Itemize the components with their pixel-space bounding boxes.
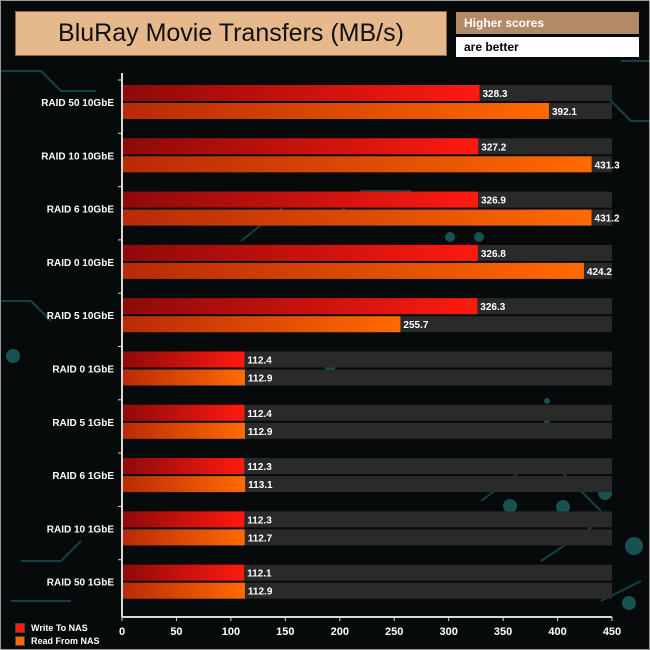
legend-swatch-write xyxy=(15,622,25,633)
x-tick-label: 0 xyxy=(119,626,125,638)
data-label-write: 326.9 xyxy=(481,196,506,207)
bar-write-to-nas xyxy=(122,138,479,155)
x-tick-label: 150 xyxy=(276,626,294,638)
bar-read-from-nas xyxy=(122,422,245,439)
data-label-read: 255.7 xyxy=(403,320,428,331)
category-label: RAID 50 1GbE xyxy=(47,578,115,589)
bar-read-from-nas xyxy=(122,262,584,279)
data-label-read: 112.9 xyxy=(248,587,273,598)
bar-read-from-nas xyxy=(122,529,245,546)
data-label-write: 328.3 xyxy=(482,89,507,100)
bar-write-to-nas xyxy=(122,511,245,528)
category-label: RAID 50 10GbE xyxy=(41,98,114,109)
bar-write-to-nas xyxy=(122,191,478,208)
bar-track xyxy=(122,511,612,528)
data-label-write: 112.3 xyxy=(247,462,272,473)
data-label-read: 113.1 xyxy=(248,480,273,491)
data-label-write: 326.8 xyxy=(481,249,506,260)
category-label: RAID 10 10GbE xyxy=(41,151,114,162)
data-label-write: 112.4 xyxy=(247,409,272,420)
bar-read-from-nas xyxy=(122,582,245,599)
bar-write-to-nas xyxy=(122,404,245,421)
bar-read-from-nas xyxy=(122,209,592,226)
x-tick-label: 50 xyxy=(170,626,182,638)
data-label-read: 392.1 xyxy=(552,107,577,118)
legend-item-write: Write To NAS xyxy=(15,621,100,634)
bar-write-to-nas xyxy=(122,564,245,581)
legend-label-write: Write To NAS xyxy=(31,622,88,633)
bar-read-from-nas xyxy=(122,476,246,493)
higher-scores-note: Higher scores xyxy=(456,12,639,34)
x-tick-label: 250 xyxy=(385,626,403,638)
category-label: RAID 5 10GbE xyxy=(47,311,115,322)
legend-label-read: Read From NAS xyxy=(31,635,100,646)
legend-swatch-read xyxy=(15,635,25,646)
data-label-write: 326.3 xyxy=(480,302,505,313)
x-tick-label: 100 xyxy=(222,626,240,638)
category-label: RAID 6 1GbE xyxy=(52,471,114,482)
data-label-write: 112.4 xyxy=(247,356,272,367)
bar-write-to-nas xyxy=(122,85,480,101)
bar-write-to-nas xyxy=(122,298,478,315)
bar-read-from-nas xyxy=(122,369,245,386)
bar-write-to-nas xyxy=(122,458,245,475)
data-label-read: 112.9 xyxy=(248,427,273,438)
bar-track xyxy=(122,458,612,475)
x-tick-label: 350 xyxy=(494,626,512,638)
chart-title: BluRay Movie Transfers (MB/s) xyxy=(15,11,447,56)
x-tick-label: 200 xyxy=(331,626,349,638)
x-tick-label: 450 xyxy=(603,626,621,638)
data-label-read: 112.7 xyxy=(248,533,273,544)
category-label: RAID 6 10GbE xyxy=(47,205,115,216)
bar-write-to-nas xyxy=(122,244,478,261)
bar-track xyxy=(122,351,612,368)
bar-read-from-nas xyxy=(122,156,592,173)
data-label-write: 112.3 xyxy=(247,515,272,526)
bar-track xyxy=(122,564,612,581)
are-better-note: are better xyxy=(456,37,639,57)
x-tick-label: 300 xyxy=(439,626,457,638)
data-label-write: 327.2 xyxy=(481,142,506,153)
category-label: RAID 0 10GbE xyxy=(47,258,115,269)
category-label: RAID 5 1GbE xyxy=(52,418,114,429)
bar-track xyxy=(122,404,612,421)
data-label-read: 112.9 xyxy=(248,374,273,385)
category-label: RAID 10 1GbE xyxy=(47,524,115,535)
data-label-read: 424.2 xyxy=(587,267,612,278)
bar-write-to-nas xyxy=(122,351,245,368)
legend: Write To NAS Read From NAS xyxy=(15,621,100,647)
data-label-write: 112.1 xyxy=(247,569,272,580)
x-tick-label: 400 xyxy=(548,626,566,638)
data-label-read: 431.2 xyxy=(595,214,620,225)
category-label: RAID 0 1GbE xyxy=(52,365,114,376)
data-label-read: 431.3 xyxy=(595,160,620,171)
bar-read-from-nas xyxy=(122,103,549,119)
legend-item-read: Read From NAS xyxy=(15,634,100,647)
bar-read-from-nas xyxy=(122,316,401,333)
